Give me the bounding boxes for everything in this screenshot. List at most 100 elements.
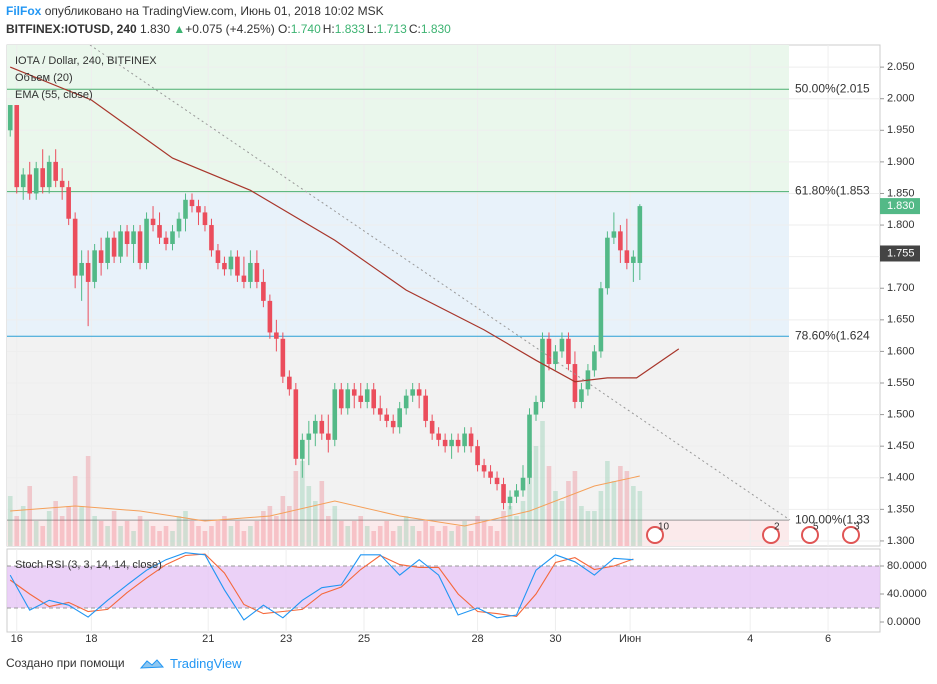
- x-tick-label: Июн: [619, 633, 641, 645]
- candle-body: [215, 250, 221, 263]
- volume-bar: [144, 521, 149, 546]
- candle-body: [157, 225, 162, 238]
- candle-body: [170, 231, 175, 245]
- candle-body: [403, 395, 409, 409]
- candle-body: [53, 161, 58, 181]
- volume-bar: [215, 521, 221, 546]
- candle-body: [306, 433, 312, 440]
- candle-body: [261, 281, 266, 301]
- volume-bar: [501, 511, 506, 546]
- candle-body: [397, 408, 402, 428]
- volume-bar: [631, 486, 636, 546]
- fib-label: 100.00%(1.33: [795, 512, 870, 526]
- y-tick-label: 1.400: [887, 472, 915, 484]
- trend-line: [89, 45, 791, 521]
- x-tick-label: 28: [471, 633, 483, 645]
- volume-bar: [20, 506, 26, 546]
- candle-body: [631, 256, 636, 263]
- candle-body: [20, 174, 26, 188]
- candle-body: [85, 262, 91, 282]
- candle-body: [436, 433, 441, 440]
- volume-bar: [59, 516, 65, 546]
- candle-body: [300, 439, 305, 459]
- candle-body: [40, 168, 45, 188]
- candle-body: [481, 465, 487, 472]
- candle-body: [33, 168, 39, 194]
- candle-body: [202, 212, 208, 226]
- legend-ema: EMA (55, close): [15, 89, 93, 101]
- legend-title: IOTA / Dollar, 240, BITFINEX: [15, 55, 157, 67]
- ohlc-value: 1.713: [376, 22, 407, 36]
- volume-bar: [163, 526, 169, 546]
- candle-body: [592, 351, 597, 371]
- volume-bar: [579, 506, 584, 546]
- y-tick-label: 1.300: [887, 535, 915, 547]
- candle-body: [579, 389, 584, 402]
- volume-bar: [183, 511, 188, 546]
- volume-bar: [118, 526, 123, 546]
- candle-body: [637, 206, 643, 263]
- volume-bar: [72, 476, 78, 546]
- volume-bar: [494, 531, 500, 546]
- candle-body: [624, 250, 630, 263]
- candle-body: [520, 477, 526, 491]
- stoch-tick-label: 40.0000: [887, 588, 927, 600]
- x-tick-label: 30: [549, 633, 561, 645]
- fib-label: 50.00%(2.015: [795, 81, 870, 95]
- candle-body: [377, 408, 383, 415]
- candle-body: [196, 206, 201, 213]
- y-tick-label: 1.900: [887, 156, 915, 168]
- volume-ma: [10, 475, 640, 527]
- volume-bar: [611, 481, 617, 546]
- volume-bar: [105, 526, 110, 546]
- candle-body: [118, 231, 123, 257]
- volume-bar: [209, 526, 214, 546]
- candle-body: [553, 351, 558, 365]
- volume-bar: [293, 471, 299, 546]
- candle-body: [488, 471, 493, 478]
- stoch-line: [9, 553, 634, 617]
- ohlc-value: 1.740: [290, 22, 321, 36]
- candle-body: [410, 389, 415, 396]
- volume-bar: [481, 521, 487, 546]
- footer-brand[interactable]: TradingView: [170, 656, 242, 671]
- volume-bar: [390, 531, 396, 546]
- volume-bar: [319, 481, 325, 546]
- volume-bar: [566, 481, 571, 546]
- event-count: 5: [813, 522, 819, 533]
- ohlc-label: C:: [408, 22, 421, 36]
- ohlc: O:1.740 H:1.833 L:1.713 C:1.830: [278, 22, 453, 36]
- candle-body: [605, 237, 610, 289]
- candle-body: [79, 262, 84, 276]
- volume-bar: [345, 526, 351, 546]
- volume-bar: [228, 526, 234, 546]
- candle-body: [455, 439, 461, 447]
- volume-bar: [85, 456, 91, 546]
- candle-body: [46, 161, 52, 188]
- volume-bar: [248, 526, 253, 546]
- y-tick-label: 1.500: [887, 408, 915, 420]
- change: +0.075 (+4.25%): [185, 22, 275, 36]
- candle-body: [66, 187, 71, 219]
- ohlc-label: L:: [366, 22, 377, 36]
- volume-bar: [410, 526, 415, 546]
- volume-bar: [196, 526, 201, 546]
- volume-bar: [598, 491, 604, 546]
- candle-body: [137, 231, 143, 263]
- x-tick-label: 16: [11, 633, 23, 645]
- candle-body: [514, 490, 519, 497]
- candle-body: [14, 105, 20, 188]
- candle-body: [618, 231, 623, 251]
- volume-bar: [592, 511, 597, 546]
- volume-bar: [637, 491, 643, 546]
- volume-bar: [332, 506, 338, 546]
- candle-body: [150, 218, 156, 226]
- volume-bar: [157, 531, 162, 546]
- ohlc-value: 1.833: [334, 22, 365, 36]
- y-tick-label: 2.050: [887, 61, 915, 73]
- footer-text: Создано при помощи: [6, 656, 125, 670]
- volume-bar: [585, 511, 591, 546]
- volume-bar: [98, 521, 104, 546]
- candle-body: [144, 218, 149, 263]
